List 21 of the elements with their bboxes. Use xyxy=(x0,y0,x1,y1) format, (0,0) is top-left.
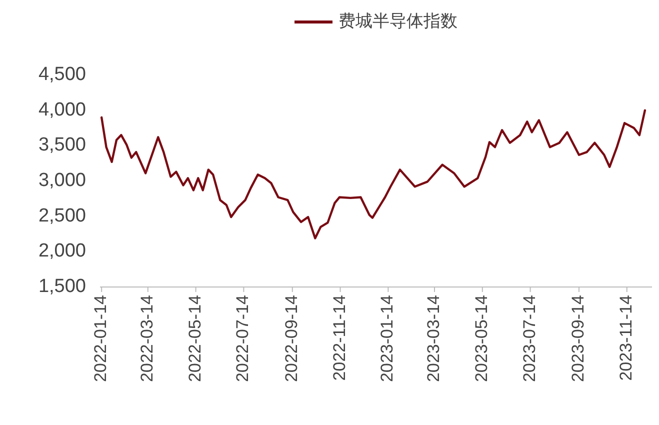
x-tick-label: 2023-01-14 xyxy=(378,295,397,382)
x-tick-label: 2023-05-14 xyxy=(472,295,491,382)
x-tick-label: 2023-09-14 xyxy=(568,295,588,382)
y-tick-label: 1,500 xyxy=(38,276,86,298)
x-tick-label: 2022-11-14 xyxy=(330,295,349,381)
y-tick-label: 3,500 xyxy=(38,134,86,156)
x-tick-label: 2022-07-14 xyxy=(233,295,252,382)
x-tick-label: 2022-01-14 xyxy=(91,295,110,382)
y-tick-label: 2,000 xyxy=(38,240,86,262)
legend-label: 费城半导体指数 xyxy=(338,11,458,30)
line-series xyxy=(100,109,646,240)
y-tick-label: 2,500 xyxy=(38,205,86,226)
x-tick-label: 2023-07-14 xyxy=(520,295,539,382)
x-tick-label: 2023-11-14 xyxy=(616,295,636,381)
y-tick-label: 4,000 xyxy=(38,99,86,120)
x-tick-label: 2022-03-14 xyxy=(137,295,156,382)
y-tick-label: 3,000 xyxy=(38,170,86,192)
x-tick-label: 2022-09-14 xyxy=(282,295,301,382)
x-tick-label: 2023-03-14 xyxy=(424,295,443,382)
y-tick-label: 4,500 xyxy=(38,64,86,86)
x-tick-label: 2022-05-14 xyxy=(185,295,204,382)
